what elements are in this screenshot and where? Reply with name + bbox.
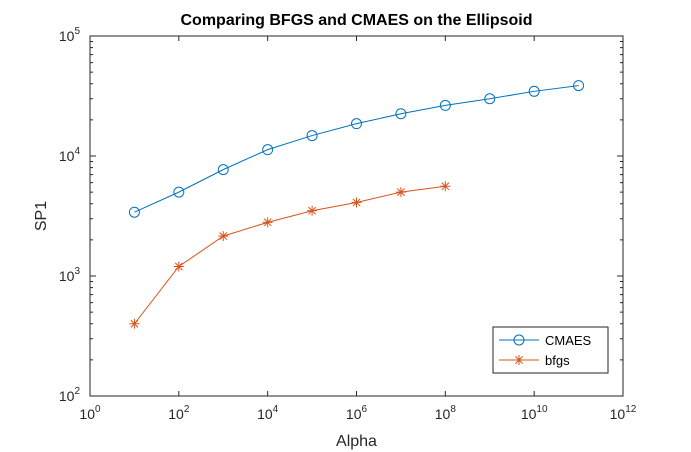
series-layer xyxy=(128,80,585,329)
legend-marker-cmaes xyxy=(513,334,525,346)
marker-stroke xyxy=(263,218,272,227)
data-point-cmaes xyxy=(173,186,185,198)
data-point-cmaes xyxy=(217,164,229,176)
x-tick-label: 104 xyxy=(257,404,279,422)
data-point-bfgs xyxy=(307,205,318,216)
data-point-cmaes xyxy=(573,80,585,92)
marker-stroke xyxy=(174,262,183,271)
data-point-cmaes xyxy=(484,93,496,105)
x-tick-label: 108 xyxy=(435,404,457,422)
data-point-bfgs xyxy=(262,217,273,228)
y-axis-label: SP1 xyxy=(33,201,50,231)
series-line-bfgs xyxy=(134,185,446,325)
data-point-bfgs xyxy=(129,318,140,329)
data-point-cmaes xyxy=(528,85,540,97)
x-tick-label: 100 xyxy=(79,404,101,422)
marker-stroke xyxy=(352,198,361,207)
marker-stroke xyxy=(396,188,405,197)
y-tick-label: 105 xyxy=(59,26,81,44)
legend-marker-bfgs xyxy=(514,355,524,365)
marker-stroke xyxy=(308,206,317,215)
axes-box xyxy=(89,35,624,397)
x-tick-label: 106 xyxy=(346,404,368,422)
y-tick-label: 103 xyxy=(59,266,81,284)
data-point-cmaes xyxy=(351,118,362,130)
data-point-bfgs xyxy=(218,231,229,242)
data-point-bfgs xyxy=(440,181,451,192)
x-tick-label: 102 xyxy=(168,404,190,422)
data-point-cmaes xyxy=(306,130,318,142)
y-tick-label: 104 xyxy=(59,146,81,164)
legend-label-cmaes: CMAES xyxy=(545,333,592,348)
data-point-bfgs xyxy=(395,187,406,198)
chart-title: Comparing BFGS and CMAES on the Ellipsoi… xyxy=(180,12,532,29)
marker-stroke xyxy=(130,319,139,328)
y-tick-label: 102 xyxy=(59,386,81,404)
data-point-cmaes xyxy=(395,108,407,120)
data-point-cmaes xyxy=(262,144,274,156)
marker-stroke xyxy=(219,232,228,241)
data-point-bfgs xyxy=(173,261,184,272)
data-point-bfgs xyxy=(351,197,362,208)
series-line-cmaes xyxy=(134,85,579,213)
x-tick-label: 1012 xyxy=(610,404,637,422)
x-axis-label: Alpha xyxy=(336,433,377,450)
x-tick-label: 1010 xyxy=(521,404,548,422)
data-point-cmaes xyxy=(128,206,140,218)
legend-label-bfgs: bfgs xyxy=(545,353,570,368)
x-axis-ticks: 100 102 104 106 108 1010 1012 xyxy=(79,36,637,422)
marker-stroke xyxy=(515,356,523,364)
y-axis-ticks: 102 103 104 105 xyxy=(59,26,623,404)
legend: CMAES bfgs xyxy=(492,326,609,374)
data-point-cmaes xyxy=(439,99,451,111)
legend-box xyxy=(492,326,609,374)
marker-stroke xyxy=(441,182,450,191)
